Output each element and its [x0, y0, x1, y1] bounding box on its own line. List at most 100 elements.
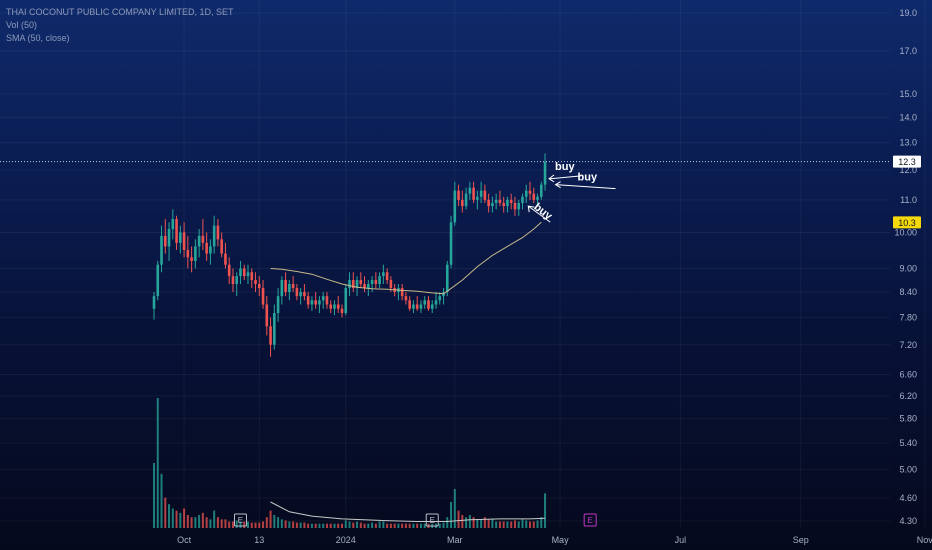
- candle-body: [273, 313, 276, 345]
- price-tick-label: 6.20: [899, 391, 917, 401]
- volume-bar: [314, 523, 317, 528]
- candle-body: [182, 232, 186, 250]
- volume-bar: [164, 497, 167, 528]
- volume-bar: [333, 523, 336, 528]
- volume-bar: [416, 523, 419, 528]
- candle-body: [528, 190, 532, 194]
- volume-bar: [442, 522, 445, 528]
- volume-bar: [265, 517, 268, 528]
- candle-body: [434, 300, 438, 305]
- volume-bar: [299, 522, 302, 528]
- candle-body: [242, 268, 246, 277]
- price-tick-label: 5.80: [899, 414, 917, 424]
- volume-bar: [190, 517, 193, 528]
- candle-body: [408, 300, 411, 309]
- candle-body: [491, 202, 494, 207]
- volume-bar: [254, 522, 257, 528]
- volume-bar: [220, 519, 223, 528]
- time-tick-label: Sep: [793, 535, 809, 545]
- candle-body: [532, 193, 536, 200]
- candle-body: [231, 276, 235, 285]
- volume-bar: [280, 519, 283, 528]
- volume-bar: [529, 521, 531, 528]
- price-tick-label: 17.0: [899, 46, 917, 56]
- volume-bar: [175, 510, 178, 528]
- volume-bar: [258, 522, 261, 528]
- volume-bar: [393, 523, 396, 528]
- volume-bar: [532, 521, 535, 528]
- volume-bar: [235, 520, 238, 528]
- candle-body: [257, 284, 261, 289]
- buy-label: buy: [578, 172, 598, 184]
- volume-bar: [408, 523, 411, 528]
- candle-body: [539, 184, 543, 197]
- volume-bar: [483, 517, 486, 528]
- candle-body: [318, 300, 321, 305]
- volume-bar: [344, 520, 347, 528]
- candle-body: [543, 161, 547, 185]
- candle-body: [197, 235, 201, 247]
- volume-bar: [359, 522, 362, 528]
- candle-body: [227, 264, 231, 277]
- buy-arrowhead: [527, 205, 535, 213]
- candle-body: [209, 246, 212, 254]
- buy-arrow-line: [555, 184, 616, 190]
- volume-indicator-label[interactable]: Vol (50): [6, 20, 38, 30]
- volume-bar: [382, 521, 385, 528]
- buy-label: buy: [555, 161, 575, 173]
- price-tick-label: 6.60: [899, 370, 917, 380]
- candle-body: [355, 280, 359, 289]
- sma-indicator-label[interactable]: SMA (50, close): [6, 33, 70, 43]
- candle-body: [438, 296, 442, 301]
- price-tick-label: 11.0: [900, 195, 917, 205]
- candle-body: [412, 304, 415, 309]
- candle-body: [329, 304, 333, 309]
- volume-bar: [239, 521, 242, 528]
- candle-body: [517, 202, 521, 210]
- volume-bar: [450, 502, 453, 528]
- volume-bar: [292, 521, 295, 528]
- volume-bar: [209, 519, 212, 528]
- candle-body: [163, 235, 167, 247]
- candle-body: [336, 304, 340, 309]
- volume-bar: [513, 520, 516, 528]
- candle-body: [179, 232, 182, 243]
- candle-body: [190, 257, 193, 261]
- time-axis[interactable]: Oct 13 2024 Mar May Jul Sep Nov: [177, 535, 932, 545]
- candle-body: [461, 199, 464, 207]
- earnings-marker: [583, 513, 597, 527]
- volume-bar: [277, 517, 280, 528]
- candle-body: [415, 304, 419, 309]
- volume-bar: [453, 489, 456, 528]
- sma-line: [270, 221, 542, 295]
- volume-bar: [318, 523, 321, 528]
- volume-bar: [438, 523, 441, 528]
- candle-body: [306, 296, 310, 305]
- volume-bar: [269, 510, 272, 528]
- candle-body: [333, 304, 336, 309]
- volume-bar: [367, 523, 370, 528]
- candle-body: [389, 280, 393, 289]
- candle-body: [171, 219, 175, 230]
- price-tick-label: 8.40: [899, 287, 917, 297]
- candle-body: [186, 249, 190, 258]
- time-tick-label: 13: [254, 535, 264, 545]
- price-tick-label: 4.60: [899, 493, 917, 503]
- volume-bar: [371, 522, 374, 528]
- volume-bar: [419, 523, 422, 528]
- volume-bar: [303, 522, 306, 528]
- volume-bar: [213, 510, 216, 528]
- volume-bar: [461, 515, 464, 528]
- candle-body: [363, 284, 366, 289]
- earnings-marker-label: E: [430, 516, 435, 525]
- candle-body: [385, 272, 389, 281]
- candle-body: [479, 190, 483, 197]
- candlesticks: [152, 153, 547, 357]
- candle-body: [423, 300, 427, 305]
- candle-body: [445, 264, 449, 293]
- candle-body: [224, 253, 227, 265]
- price-axis[interactable]: 19.0 17.0 15.0 14.0 13.0 12.0 11.0 10.00 9.00 8.4…: [893, 8, 921, 526]
- volume-bar: [397, 523, 400, 528]
- volume-bar: [310, 523, 313, 528]
